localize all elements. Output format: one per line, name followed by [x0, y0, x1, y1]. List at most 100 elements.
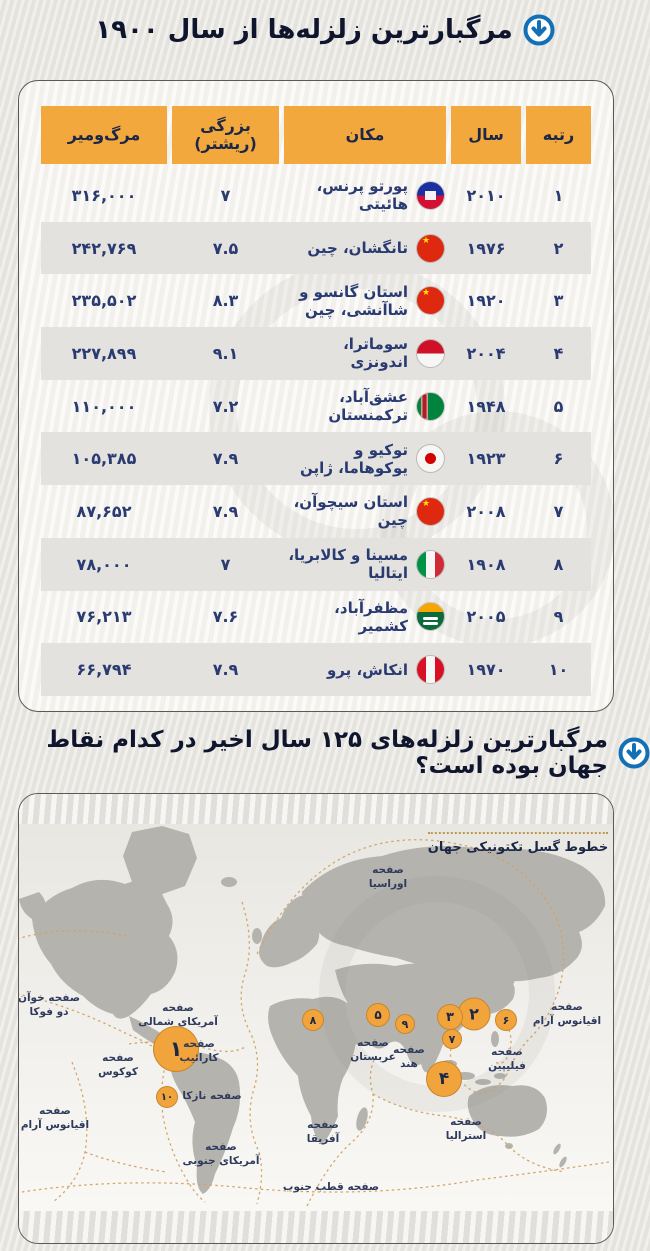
rank-cell: ۶: [553, 449, 564, 469]
italy-flag-icon: [417, 550, 444, 578]
world-map: خطوط گسل تکتونیکی جهان ۱ ۲ ۳ ۴ ۵ ۶ ۷ ۸ ۹…: [19, 824, 613, 1211]
arrow-down-circle-icon: [618, 737, 650, 769]
table-row: ۱۰ ۱۹۷۰ انکاش، پرو ۷.۹ ۶۶,۷۹۴: [41, 643, 591, 696]
location-text: مسینا و کالابریا، ایتالیا: [288, 546, 408, 583]
paper-texture-strip: [19, 794, 613, 824]
year-cell: ۱۹۷۰: [466, 660, 506, 680]
magnitude-cell: ۸.۳: [212, 291, 239, 311]
haiti-flag-icon: [417, 181, 444, 209]
location-text: عشق‌آباد، ترکمنستان: [328, 388, 408, 425]
section1-title-text: مرگبارترین زلزله‌ها از سال ۱۹۰۰: [95, 15, 513, 45]
deaths-cell: ۳۱۶,۰۰۰: [71, 185, 137, 205]
location-cell: مسینا و کالابریا، ایتالیا: [284, 546, 446, 582]
magnitude-cell: ۷: [220, 185, 231, 205]
earthquake-table: رتبه سال مکان بزرگی (ریشتر) مرگ‌ومیر ۱ ۲…: [41, 106, 591, 696]
table-row: ۱ ۲۰۱۰ پورتو پرنس، هائیتی ۷ ۳۱۶,۰۰۰: [41, 169, 591, 222]
section2-title-text: مرگبارترین زلزله‌های ۱۲۵ سال اخیر در کدا…: [46, 727, 608, 779]
map-legend: خطوط گسل تکتونیکی جهان: [427, 832, 609, 855]
plate-label-africa: صفحه آفریقا: [306, 1119, 340, 1145]
header-location: مکان: [284, 106, 446, 164]
paper-texture-strip: [19, 1209, 613, 1243]
magnitude-cell: ۷.۲: [212, 396, 239, 416]
rank-cell: ۱۰: [548, 660, 569, 680]
rank-cell: ۷: [553, 501, 564, 521]
rank-cell: ۳: [553, 291, 564, 311]
map-marker-6: ۶: [495, 1009, 517, 1031]
magnitude-cell: ۷.۹: [212, 449, 239, 469]
table-row: ۹ ۲۰۰۵ مظفرآباد، کشمیر ۷.۶ ۷۶,۲۱۳: [41, 591, 591, 644]
deaths-cell: ۱۱۰,۰۰۰: [71, 396, 137, 416]
table-header-row: رتبه سال مکان بزرگی (ریشتر) مرگ‌ومیر: [41, 106, 591, 164]
year-cell: ۱۹۲۰: [466, 291, 506, 311]
table-row: ۷ ۲۰۰۸ استان سیچوآن، چین ۷.۹ ۸۷,۶۵۲: [41, 485, 591, 538]
map-marker-3: ۳: [437, 1004, 463, 1030]
deaths-cell: ۸۷,۶۵۲: [76, 501, 132, 521]
location-cell: استان گانسو و شاآنشی، چین: [284, 283, 446, 319]
map-marker-9: ۹: [395, 1014, 415, 1034]
location-cell: عشق‌آباد، ترکمنستان: [284, 388, 446, 424]
year-cell: ۲۰۰۴: [466, 343, 506, 363]
location-cell: سوماترا، اندونزی: [284, 335, 446, 371]
location-cell: توکیو و یوکوهاما، ژاپن: [284, 441, 446, 477]
rank-cell: ۹: [553, 607, 564, 627]
year-cell: ۱۹۲۳: [466, 449, 506, 469]
plate-label-juan-de-fuca: صفحه خوآن دو فوکا: [18, 992, 81, 1018]
plate-label-south-america: صفحه آمریکای جنوبی: [182, 1141, 260, 1167]
location-cell: استان سیچوآن، چین: [284, 493, 446, 529]
section1-title: مرگبارترین زلزله‌ها از سال ۱۹۰۰: [0, 14, 650, 46]
plate-label-philippine: صفحه فیلیپین: [488, 1046, 526, 1072]
plate-label-nazca: صفحه نازکا: [182, 1090, 242, 1102]
table-row: ۵ ۱۹۴۸ عشق‌آباد، ترکمنستان ۷.۲ ۱۱۰,۰۰۰: [41, 380, 591, 433]
rank-cell: ۲: [553, 238, 564, 258]
tectonic-map-card: خطوط گسل تکتونیکی جهان ۱ ۲ ۳ ۴ ۵ ۶ ۷ ۸ ۹…: [18, 793, 614, 1244]
deaths-cell: ۲۲۷,۸۹۹: [71, 343, 137, 363]
table-row: ۳ ۱۹۲۰ استان گانسو و شاآنشی، چین ۸.۳ ۲۳۵…: [41, 274, 591, 327]
magnitude-cell: ۷: [220, 554, 231, 574]
location-text: توکیو و یوکوهاما، ژاپن: [300, 440, 408, 477]
location-text: تانگشان، چین: [307, 239, 408, 258]
deaths-cell: ۷۶,۲۱۳: [76, 607, 132, 627]
header-deaths: مرگ‌ومیر: [41, 106, 167, 164]
deaths-cell: ۷۸,۰۰۰: [76, 554, 132, 574]
magnitude-cell: ۷.۹: [212, 501, 239, 521]
rank-cell: ۴: [553, 343, 564, 363]
table-row: ۴ ۲۰۰۴ سوماترا، اندونزی ۹.۱ ۲۲۷,۸۹۹: [41, 327, 591, 380]
location-text: سوماترا، اندونزی: [343, 335, 408, 372]
plate-label-north-america: صفحه آمریکای شمالی: [138, 1002, 218, 1028]
location-text: استان سیچوآن، چین: [293, 493, 408, 530]
kashmir-flag-icon: [417, 603, 444, 631]
turkmenistan-flag-icon: [417, 392, 444, 420]
table-row: ۶ ۱۹۲۳ توکیو و یوکوهاما، ژاپن ۷.۹ ۱۰۵,۳۸…: [41, 432, 591, 486]
plate-label-pacific-left: صفحه اقیانوس آرام: [20, 1105, 90, 1131]
rank-cell: ۱: [553, 185, 564, 205]
magnitude-cell: ۷.۹: [212, 660, 239, 680]
deaths-cell: ۶۶,۷۹۴: [76, 660, 132, 680]
header-rank: رتبه: [526, 106, 591, 164]
location-text: پورتو پرنس، هائیتی: [316, 177, 408, 214]
year-cell: ۱۹۰۸: [466, 554, 506, 574]
plate-label-eurasia: صفحه اوراسیا: [368, 864, 408, 890]
header-magnitude: بزرگی (ریشتر): [172, 106, 279, 164]
map-marker-7: ۷: [442, 1029, 462, 1049]
continents: [19, 826, 606, 1194]
location-text: استان گانسو و شاآنشی، چین: [299, 282, 408, 319]
section2-title: مرگبارترین زلزله‌های ۱۲۵ سال اخیر در کدا…: [0, 727, 650, 779]
magnitude-cell: ۷.۵: [212, 238, 239, 258]
location-cell: انکاش، پرو: [284, 656, 446, 684]
china-flag-icon: [417, 234, 444, 262]
map-marker-5: ۵: [366, 1003, 390, 1027]
header-year: سال: [451, 106, 521, 164]
plate-label-india: صفحه هند: [393, 1044, 425, 1070]
plate-label-caribbean: صفحه کارائیب: [179, 1038, 219, 1064]
location-text: انکاش، پرو: [326, 660, 408, 679]
table-body: ۱ ۲۰۱۰ پورتو پرنس، هائیتی ۷ ۳۱۶,۰۰۰ ۲ ۱۹…: [41, 169, 591, 696]
earthquake-table-card: رتبه سال مکان بزرگی (ریشتر) مرگ‌ومیر ۱ ۲…: [18, 80, 614, 712]
indonesia-flag-icon: [417, 339, 444, 367]
arrow-down-circle-icon: [523, 14, 555, 46]
deaths-cell: ۲۳۵,۵۰۲: [71, 291, 137, 311]
map-marker-8: ۸: [302, 1009, 324, 1031]
magnitude-cell: ۷.۶: [212, 607, 239, 627]
watermark-shape: [319, 876, 555, 1112]
year-cell: ۱۹۷۶: [466, 238, 506, 258]
